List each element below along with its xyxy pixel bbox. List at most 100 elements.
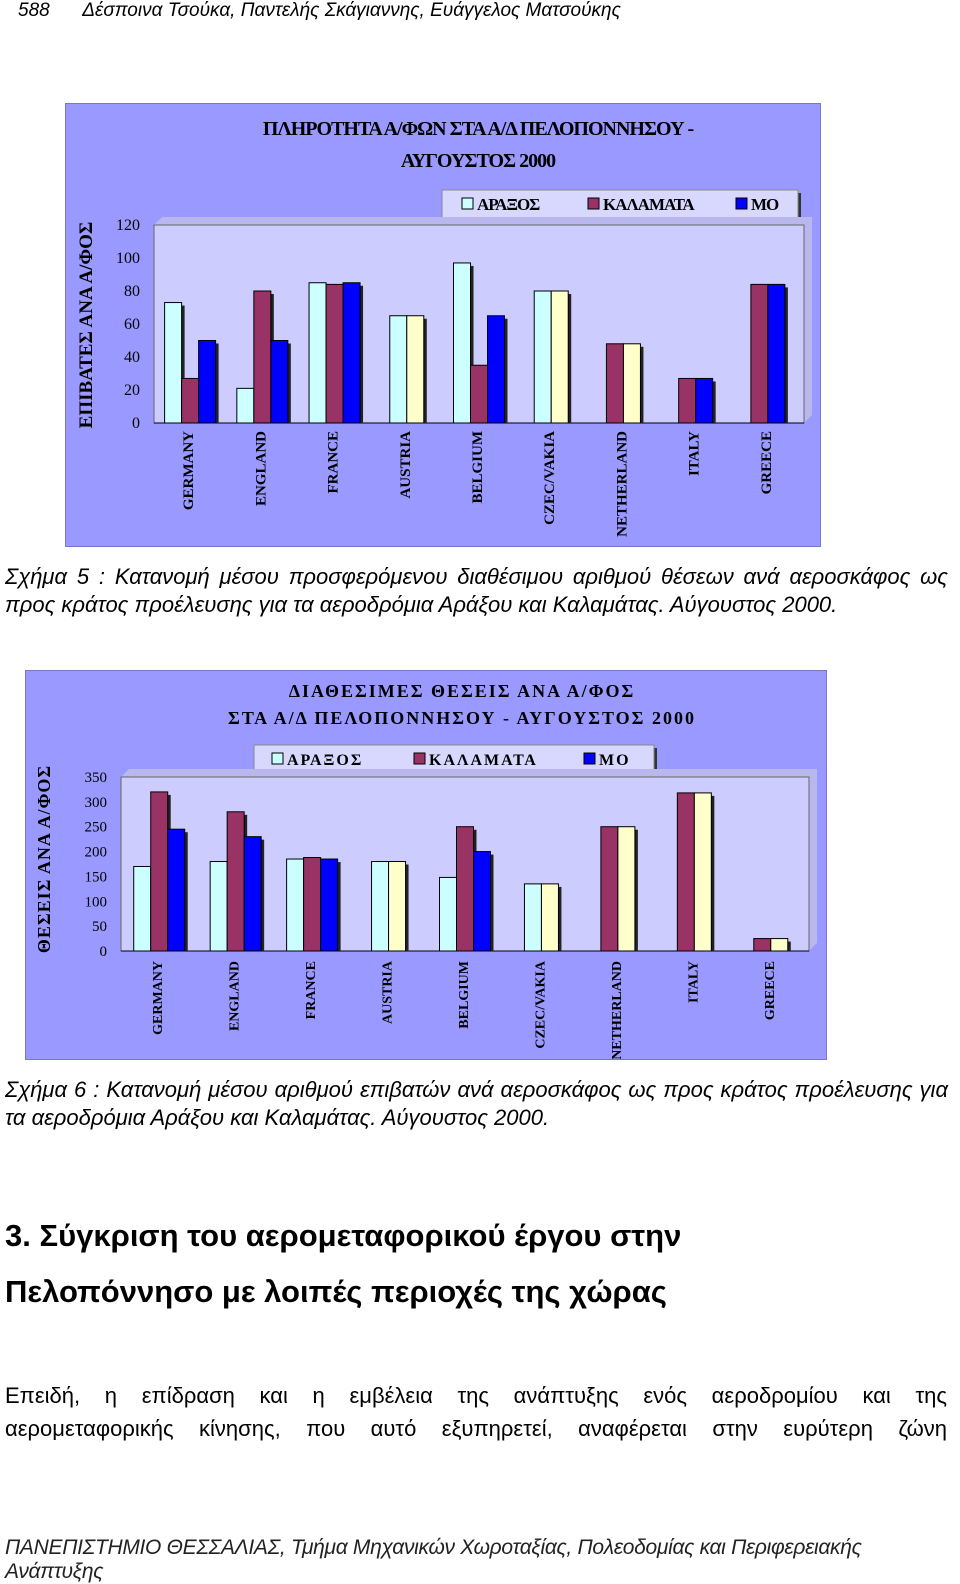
x-tick-label: CZEC/VAKIA [533, 960, 548, 1049]
x-tick-label: BELGIUM [457, 961, 472, 1029]
y-tick-label: 20 [124, 382, 140, 399]
legend-swatch-1 [461, 197, 474, 210]
x-tick-label: GERMANY [151, 961, 166, 1035]
bar-ΑΡΑΞΟΣ-CZEC/VAKIA [533, 290, 552, 424]
x-tick-label: GERMANY [181, 431, 197, 510]
bar-ΑΡΑΞΟΣ-ENGLAND [236, 387, 255, 424]
bar-ΚΑΛΑΜΑΤΑ-ITALY [678, 377, 697, 424]
x-tick-label: GREECE [763, 961, 778, 1020]
legend-swatch-3 [583, 752, 596, 765]
page-number: 588 [18, 0, 50, 21]
bar-ΜΟ-NETHERLAND [622, 343, 641, 424]
bar-ΚΑΛΑΜΑΤΑ-ITALY [676, 792, 695, 952]
bar-ΚΑΛΑΜΑΤΑ-NETHERLAND [600, 826, 619, 952]
section-heading: 3. Σύγκριση του αερομεταφορικού έργου στ… [5, 1208, 945, 1320]
x-tick-label: AUSTRIA [398, 431, 414, 499]
chart-title-line-1: ΔΙΑΘΕΣΙΜΕΣ ΘΕΣΕΙΣ ΑΝΑ Α/ΦΟΣ [289, 681, 636, 701]
y-tick-label: 350 [85, 770, 108, 786]
body-paragraph: Επειδή, η επίδραση και η εμβέλεια της αν… [5, 1379, 947, 1445]
bar-ΚΑΛΑΜΑΤΑ-GREECE [753, 938, 772, 952]
legend-swatch-1 [271, 752, 284, 765]
page-header: 588 Δέσποινα Τσούκα, Παντελής Σκάγιαννης… [18, 0, 621, 22]
bar-ΑΡΑΞΟΣ-GERMANY [164, 302, 183, 424]
chart-passengers-per-aircraft: ΠΛΗΡΟΤΗΤΑ Α/ΦΩΝ ΣΤΑ Α/Δ ΠΕΛΟΠΟΝΝΗΣΟΥ - ΑΥ… [65, 103, 821, 547]
bar-ΜΟ-GREECE [770, 938, 789, 952]
authors: Δέσποινα Τσούκα, Παντελής Σκάγιαννης, Ευ… [82, 0, 621, 21]
x-tick-label: FRANCE [326, 431, 342, 494]
section-heading-line-1: 3. Σύγκριση του αερομεταφορικού έργου στ… [5, 1218, 682, 1253]
bar-ΜΟ-ITALY [695, 377, 714, 424]
y-tick-label: 80 [124, 283, 140, 300]
y-tick-label: 50 [92, 919, 107, 935]
chart-svg-2: ΔΙΑΘΕΣΙΜΕΣ ΘΕΣΕΙΣ ΑΝΑ Α/ΦΟΣ ΣΤΑ Α/Δ ΠΕΛΟΠ… [34, 681, 817, 1059]
bar-ΜΟ-NETHERLAND [617, 826, 636, 952]
bar-ΜΟ-GERMANY [198, 340, 217, 424]
bar-ΜΟ-BELGIUM [473, 851, 491, 952]
bar-ΚΑΛΑΜΑΤΑ-ENGLAND [226, 811, 245, 952]
y-tick-label: 250 [85, 820, 108, 836]
bar-ΜΟ-ITALY [693, 792, 712, 952]
bar-ΚΑΛΑΜΑΤΑ-BELGIUM [470, 364, 488, 424]
y-tick-label: 300 [85, 795, 108, 811]
bar-ΚΑΛΑΜΑΤΑ-BELGIUM [456, 826, 474, 952]
bar-ΑΡΑΞΟΣ-BELGIUM [439, 876, 457, 952]
bar-ΜΟ-AUSTRIA [388, 861, 407, 952]
footer: ΠΑΝΕΠΙΣΤΗΜΙΟ ΘΕΣΣΑΛΙΑΣ, Τμήμα Μηχανικών … [5, 1536, 862, 1583]
bar-ΑΡΑΞΟΣ-AUSTRIA [371, 861, 390, 952]
bar-ΑΡΑΞΟΣ-FRANCE [308, 282, 327, 424]
paragraph-line-1: Επειδή, η επίδραση και η εμβέλεια της αν… [5, 1383, 947, 1408]
x-tick-label: AUSTRIA [381, 960, 396, 1024]
chart-title-line-2: ΣΤΑ Α/Δ ΠΕΛΟΠΟΝΝΗΣΟΥ - ΑΥΓΟΥΣΤΟΣ 2000 [228, 708, 696, 728]
bar-ΜΟ-GREECE [767, 283, 786, 424]
bar-ΜΟ-BELGIUM [487, 315, 505, 424]
bar-ΜΟ-FRANCE [320, 858, 339, 952]
bar-ΜΟ-AUSTRIA [406, 315, 425, 424]
x-tick-label: BELGIUM [470, 431, 486, 504]
legend-label-1: ΑΡΑΞΟΣ [287, 752, 363, 769]
bar-ΜΟ-FRANCE [342, 282, 361, 424]
paragraph-line-2: αερομεταφορικής κίνησης, που αυτό εξυπηρ… [5, 1416, 947, 1441]
legend-swatch-3 [735, 197, 748, 210]
bar-ΑΡΑΞΟΣ-GERMANY [133, 865, 152, 952]
y-axis-label: ΘΕΣΕΙΣ ΑΝΑ Α/ΦΟΣ [34, 765, 54, 953]
legend-swatch-2 [587, 197, 600, 210]
section-heading-line-2: Πελοπόννησο με λοιπές περιοχές της χώρας [5, 1274, 667, 1309]
x-tick-label: NETHERLAND [610, 961, 625, 1059]
y-tick-label: 120 [116, 217, 140, 234]
x-tick-label: FRANCE [304, 961, 319, 1019]
bar-ΚΑΛΑΜΑΤΑ-GERMANY [181, 377, 200, 424]
legend-swatch-2 [413, 752, 426, 765]
legend-label-2: ΚΑΛΑΜΑΤΑ [429, 752, 538, 769]
bar-ΜΟ-GERMANY [167, 828, 186, 952]
bar-ΚΑΛΑΜΑΤΑ-FRANCE [325, 283, 344, 424]
y-axis-label: ΕΠΙΒΑΤΕΣ ΑΝΑ Α/ΦΟΣ [76, 222, 97, 429]
bar-ΑΡΑΞΟΣ-BELGIUM [453, 262, 471, 424]
bar-ΜΟ-CZEC/VAKIA [540, 883, 559, 952]
figure-6-caption: Σχήμα 6 : Κατανομή μέσου αριθμού επιβατώ… [5, 1077, 948, 1130]
x-tick-label: ENGLAND [253, 431, 269, 506]
x-tick-label: GREECE [759, 431, 775, 494]
bar-ΑΡΑΞΟΣ-CZEC/VAKIA [523, 883, 542, 952]
legend-label-3: ΜΟ [599, 752, 631, 769]
bar-ΑΡΑΞΟΣ-ENGLAND [209, 861, 228, 952]
y-tick-label: 200 [85, 845, 108, 861]
bar-ΑΡΑΞΟΣ-AUSTRIA [389, 315, 408, 424]
x-tick-label: NETHERLAND [614, 431, 630, 537]
chart-svg-1: ΠΛΗΡΟΤΗΤΑ Α/ΦΩΝ ΣΤΑ Α/Δ ΠΕΛΟΠΟΝΝΗΣΟΥ - ΑΥ… [76, 118, 812, 537]
y-tick-label: 60 [124, 316, 140, 333]
y-tick-label: 0 [132, 415, 140, 432]
y-tick-label: 150 [85, 869, 108, 885]
y-tick-label: 100 [85, 894, 108, 910]
bar-ΜΟ-CZEC/VAKIA [550, 290, 569, 424]
x-tick-label: CZEC/VAKIA [542, 431, 558, 525]
bar-ΚΑΛΑΜΑΤΑ-FRANCE [303, 857, 322, 952]
legend-label-3: ΜΟ [751, 195, 779, 214]
bar-ΚΑΛΑΜΑΤΑ-GREECE [750, 283, 769, 424]
x-tick-label: ITALY [687, 431, 703, 476]
bar-ΚΑΛΑΜΑΤΑ-ENGLAND [253, 290, 272, 424]
bar-ΚΑΛΑΜΑΤΑ-NETHERLAND [605, 343, 624, 424]
bar-ΜΟ-ENGLAND [270, 340, 289, 424]
figure-5-caption: Σχήμα 5 : Κατανομή μέσου προσφερόμενου δ… [5, 564, 948, 617]
chart-title-line-2: ΑΥΓΟΥΣΤΟΣ 2000 [401, 150, 556, 172]
bar-ΜΟ-ENGLAND [243, 836, 262, 952]
